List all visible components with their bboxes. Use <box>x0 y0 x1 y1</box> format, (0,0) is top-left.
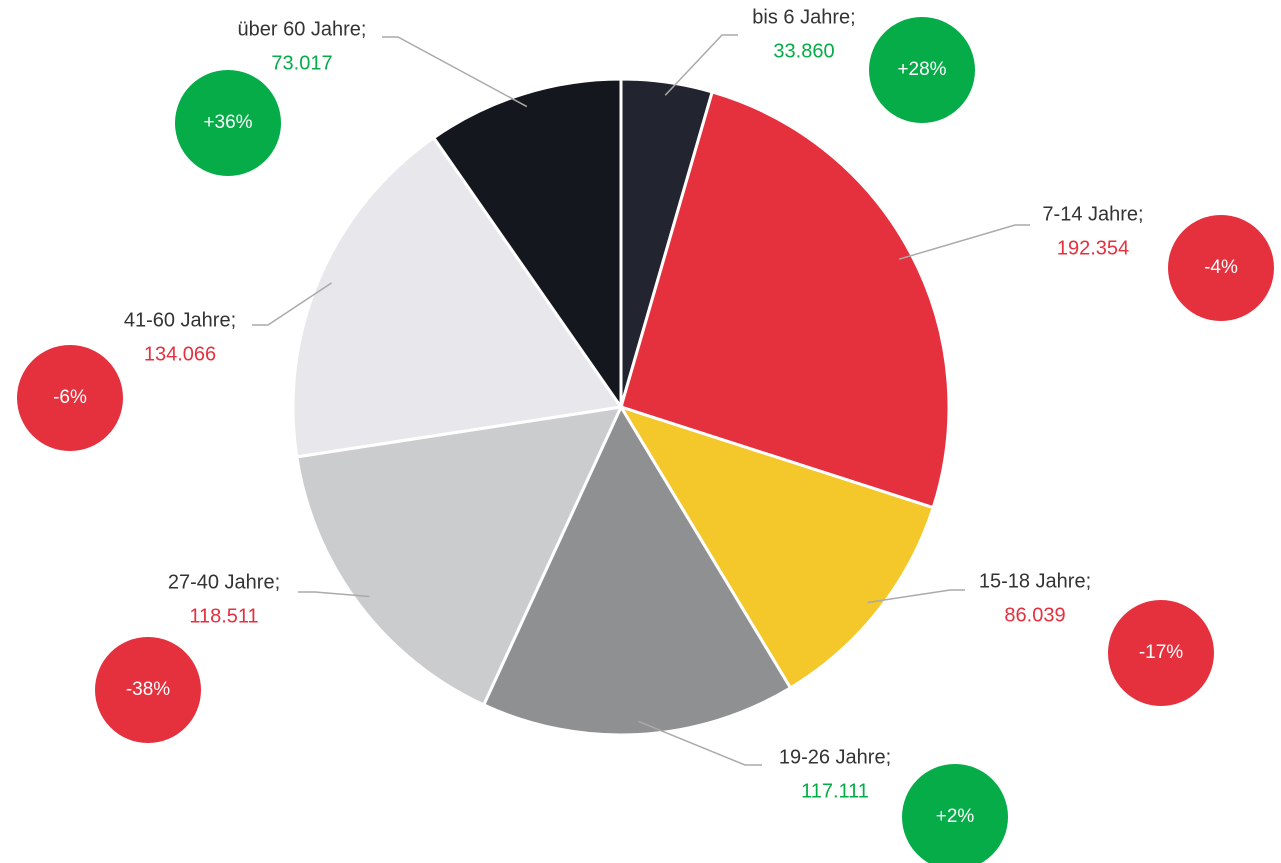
leader-line <box>638 720 762 766</box>
category-label: 7-14 Jahre; <box>1042 203 1143 225</box>
change-badge <box>1168 215 1274 321</box>
leader-line <box>298 591 370 598</box>
change-label: +36% <box>203 112 252 133</box>
value-label: 192.354 <box>1057 237 1129 259</box>
change-label: +28% <box>897 59 946 80</box>
change-label: -17% <box>1139 642 1183 663</box>
pie-slice <box>617 404 936 690</box>
change-badge <box>175 70 281 176</box>
pie-slice <box>431 77 623 412</box>
value-label: 33.860 <box>773 40 834 62</box>
leader-line <box>867 589 965 604</box>
change-badge <box>869 17 975 123</box>
category-label: 27-40 Jahre; <box>168 571 280 593</box>
category-label: 41-60 Jahre; <box>124 309 236 331</box>
value-label: 134.066 <box>144 343 216 365</box>
pie-slice <box>295 405 624 707</box>
leader-line <box>382 36 528 108</box>
change-label: -6% <box>53 387 87 408</box>
leader-line <box>898 224 1030 260</box>
leader-line <box>252 282 333 326</box>
change-label: +2% <box>936 806 975 827</box>
change-badge <box>95 637 201 743</box>
value-label: 118.511 <box>189 605 258 627</box>
change-badge <box>1108 600 1214 706</box>
pie-slice <box>619 90 951 510</box>
change-badge <box>17 345 123 451</box>
change-label: -4% <box>1204 257 1238 278</box>
category-label: 19-26 Jahre; <box>779 746 891 768</box>
value-label: 73.017 <box>271 52 332 74</box>
leader-line <box>664 34 738 96</box>
category-label: bis 6 Jahre; <box>752 6 855 28</box>
change-badge <box>902 764 1008 863</box>
change-label: -38% <box>126 679 170 700</box>
pie-slice <box>291 135 624 459</box>
value-label: 86.039 <box>1004 604 1065 626</box>
value-label: 117.111 <box>801 780 869 802</box>
category-label: über 60 Jahre; <box>238 18 367 40</box>
category-label: 15-18 Jahre; <box>979 570 1091 592</box>
pie-slice <box>481 403 793 737</box>
